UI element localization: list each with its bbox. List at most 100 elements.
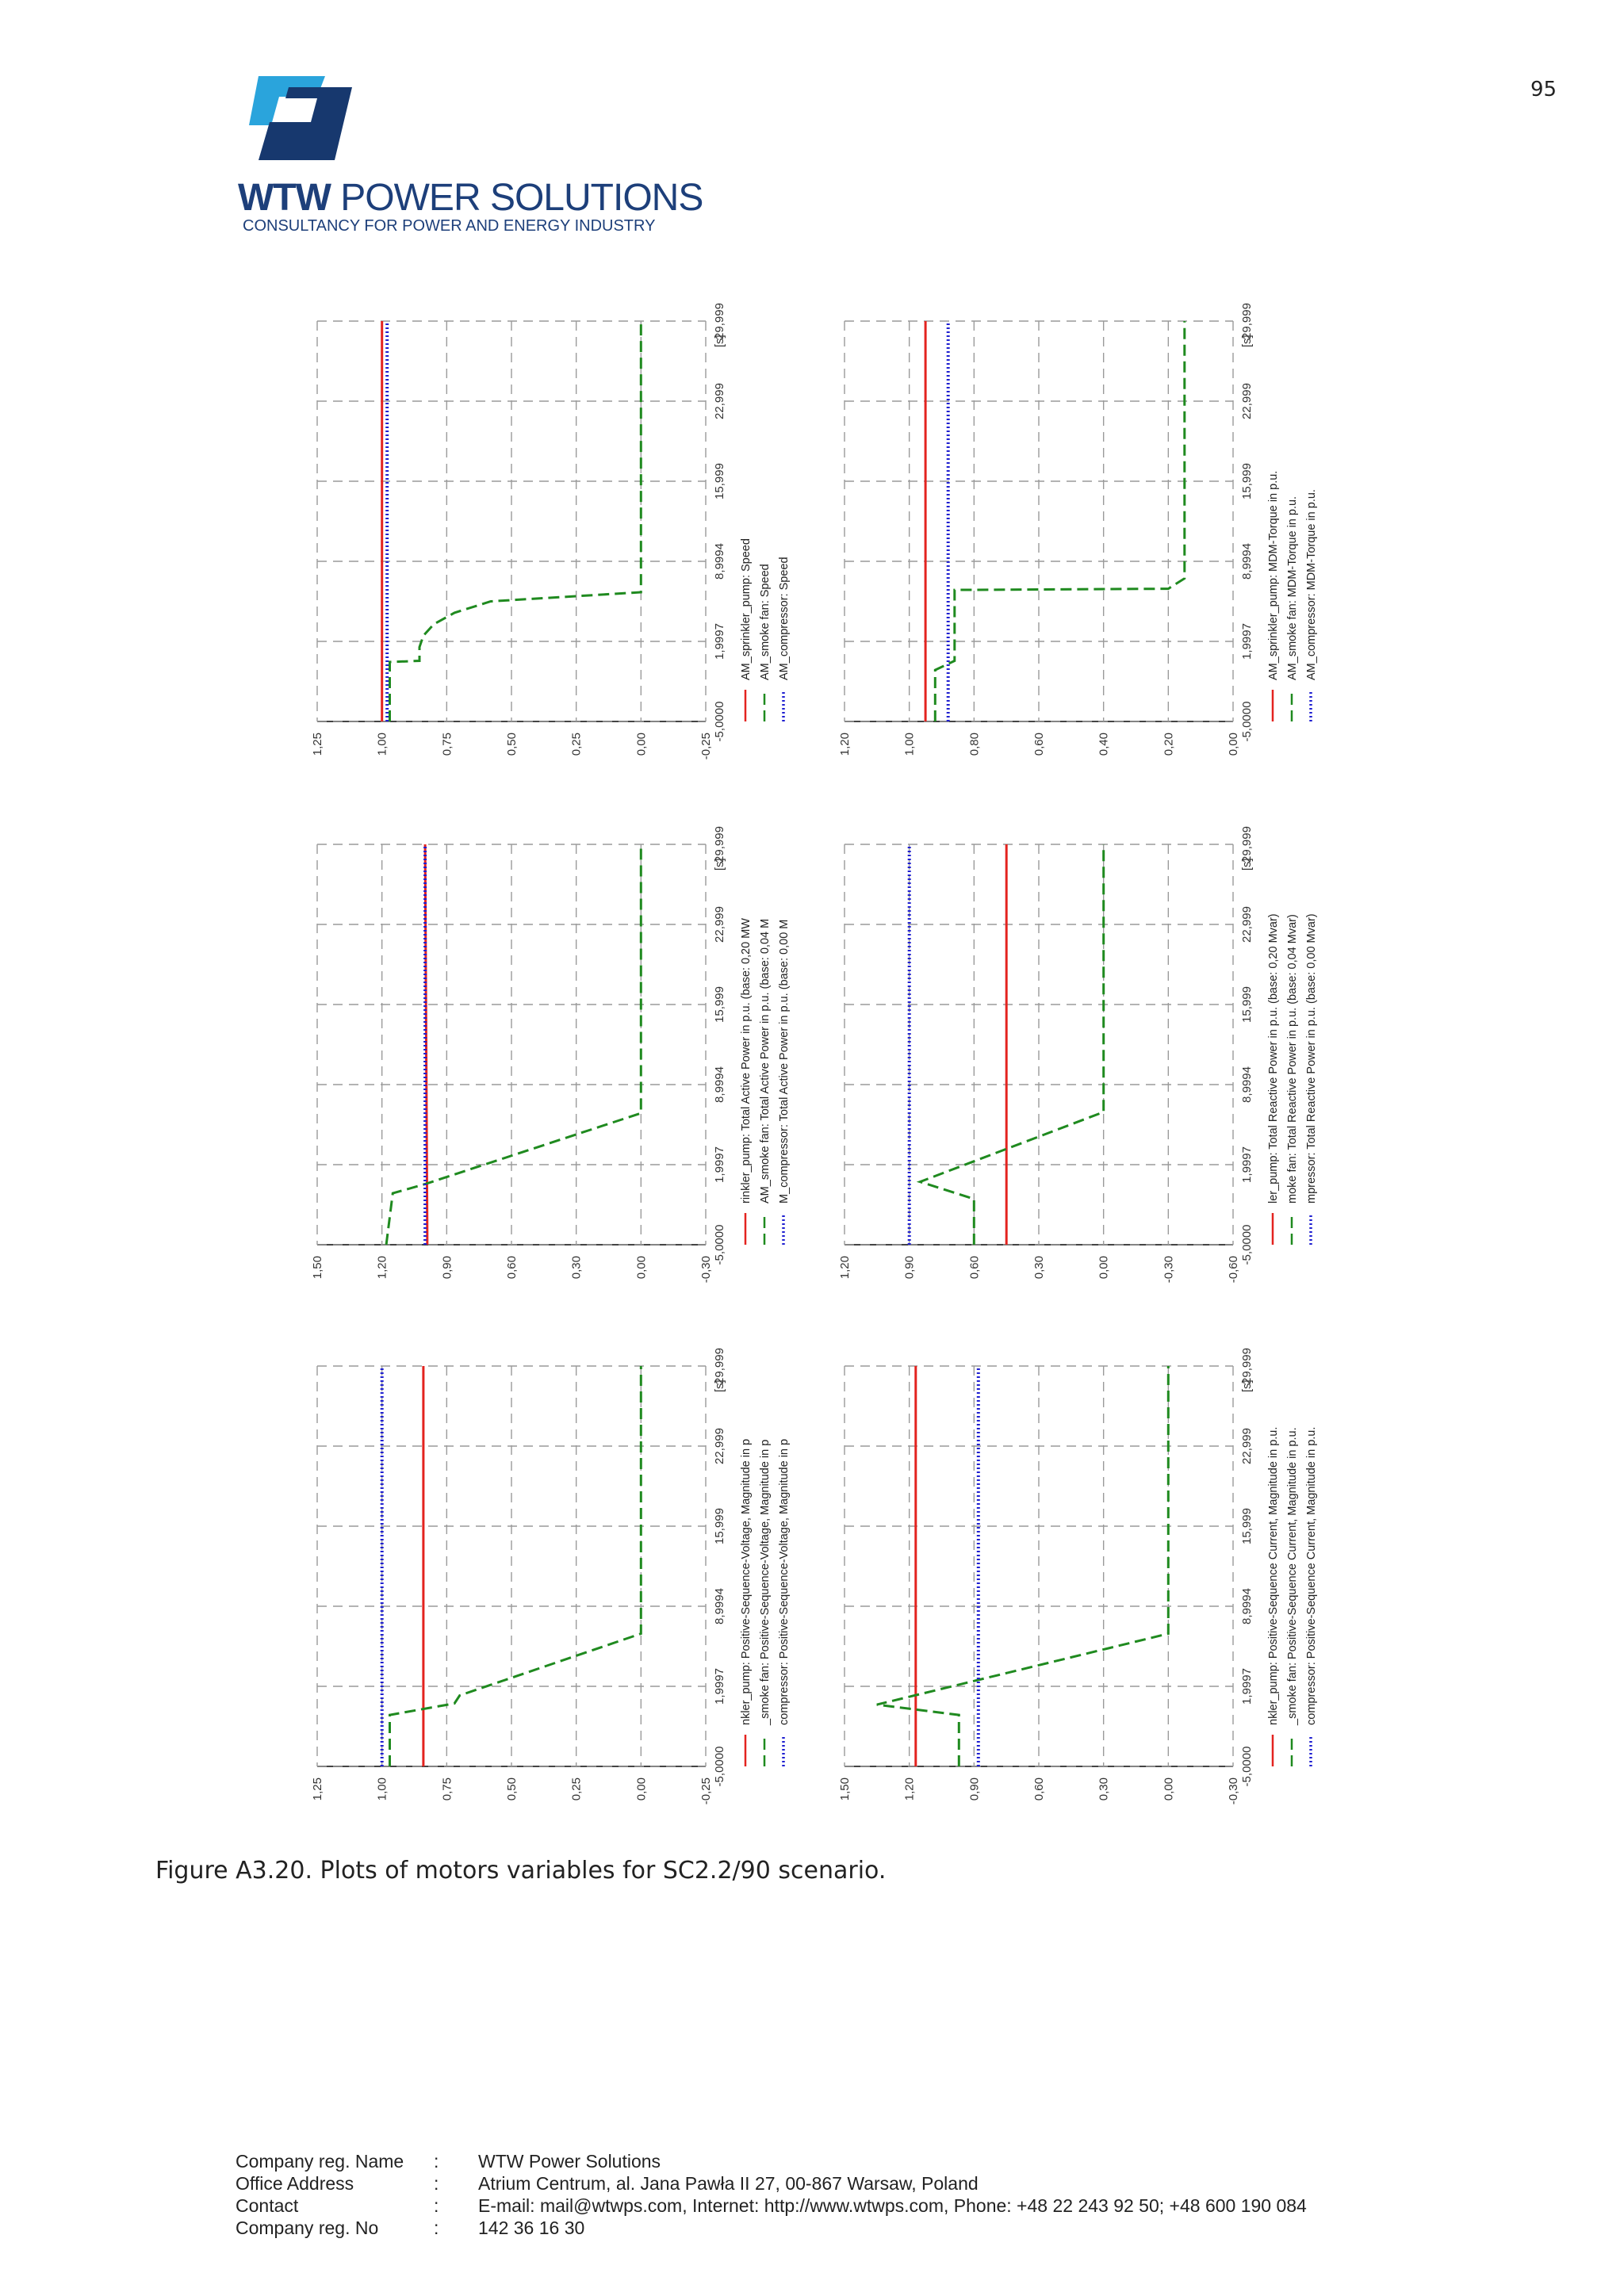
x-tick-label: 29,999 bbox=[1240, 1348, 1254, 1384]
x-tick-label: 29,999 bbox=[713, 303, 726, 339]
y-tick-label: 1,20 bbox=[838, 1256, 852, 1279]
footer-value: WTW Power Solutions bbox=[478, 2151, 661, 2172]
y-tick-label: 0,40 bbox=[1097, 733, 1111, 756]
page-number: 95 bbox=[1530, 78, 1557, 101]
legend-entry: _smoke fan: Positive-Sequence Current, M… bbox=[1286, 1427, 1299, 1726]
series-am-smoke-fan bbox=[876, 1366, 1170, 1766]
x-unit-label: [s] bbox=[1240, 335, 1254, 347]
logo-bold: WTW bbox=[238, 177, 331, 219]
x-tick-label: 29,999 bbox=[713, 1348, 726, 1384]
y-tick-label: 0,00 bbox=[634, 1256, 648, 1279]
chart-4: 1,20 0,90 0,60 0,30 0,00 -0,30 -0,60-5,0000 1,9… bbox=[838, 826, 1318, 1283]
y-tick-label: 0,00 bbox=[634, 1777, 648, 1800]
footer-row: Company reg. Name: WTW Power Solutions bbox=[236, 2150, 1307, 2172]
legend-entry: AM_smoke fan: MDM-Torque in p.u. bbox=[1286, 496, 1299, 680]
y-tick-label: 0,25 bbox=[570, 1777, 584, 1800]
y-tick-label: 0,20 bbox=[1162, 733, 1175, 756]
company-logo bbox=[249, 76, 352, 160]
y-tick-label: 0,80 bbox=[967, 733, 981, 756]
x-tick-label: 29,999 bbox=[1240, 826, 1254, 863]
x-tick-label: 29,999 bbox=[1240, 303, 1254, 339]
y-tick-label: 0,75 bbox=[440, 1777, 454, 1800]
footer-sep: : bbox=[434, 2151, 439, 2172]
footer-row: Company reg. No: 142 36 16 30 bbox=[236, 2217, 1307, 2239]
x-tick-label: -5,0000 bbox=[713, 1225, 726, 1265]
chart-3: 1,50 1,20 0,90 0,60 0,30 0,00 -0,30-5,0000 1,99… bbox=[311, 826, 791, 1283]
y-tick-label: 0,60 bbox=[1032, 1777, 1046, 1800]
y-tick-label: 0,90 bbox=[903, 1256, 917, 1279]
footer-sep: : bbox=[434, 2195, 439, 2216]
y-tick-label: 0,60 bbox=[967, 1256, 981, 1279]
y-tick-label: 0,90 bbox=[967, 1777, 981, 1800]
x-tick-label: 22,999 bbox=[713, 1428, 726, 1464]
footer-value: E-mail: mail@wtwps.com, Internet: http:/… bbox=[478, 2195, 1307, 2216]
x-tick-label: 8,9994 bbox=[1240, 1066, 1254, 1103]
y-tick-label: 0,60 bbox=[1032, 733, 1046, 756]
footer-sep: : bbox=[434, 2218, 439, 2238]
x-tick-label: 22,999 bbox=[1240, 1428, 1254, 1464]
y-tick-label: 1,25 bbox=[311, 733, 324, 756]
x-tick-label: -5,0000 bbox=[1240, 1225, 1254, 1265]
x-tick-label: 1,9997 bbox=[1240, 623, 1254, 660]
legend-entry: AM_compressor: Speed bbox=[778, 557, 791, 680]
x-tick-label: 1,9997 bbox=[713, 1146, 726, 1183]
x-tick-label: -5,0000 bbox=[713, 702, 726, 742]
y-tick-label: 0,00 bbox=[1097, 1256, 1111, 1279]
x-tick-label: 8,9994 bbox=[713, 543, 726, 580]
y-tick-label: -0,30 bbox=[699, 1256, 713, 1283]
x-tick-label: 15,999 bbox=[1240, 1508, 1254, 1544]
x-tick-label: 1,9997 bbox=[713, 623, 726, 660]
footer-row: Office Address: Atrium Centrum, al. Jana … bbox=[236, 2172, 1307, 2195]
footer-sep: : bbox=[434, 2173, 439, 2194]
x-unit-label: [s] bbox=[1240, 1380, 1254, 1392]
footer-label: Company reg. Name bbox=[236, 2151, 404, 2172]
x-tick-label: 22,999 bbox=[713, 383, 726, 419]
series-am-smoke-fan bbox=[916, 844, 1105, 1245]
x-unit-label: [s] bbox=[1240, 858, 1254, 871]
x-tick-label: 22,999 bbox=[713, 906, 726, 943]
x-tick-label: 8,9994 bbox=[713, 1588, 726, 1624]
y-tick-label: -0,25 bbox=[699, 1777, 713, 1804]
x-unit-label: [s] bbox=[713, 335, 726, 347]
legend-entry: _smoke fan: Positive-Sequence-Voltage, M… bbox=[759, 1440, 772, 1726]
x-tick-label: -5,0000 bbox=[1240, 702, 1254, 742]
y-tick-label: 1,20 bbox=[376, 1256, 389, 1279]
x-tick-label: 15,999 bbox=[1240, 463, 1254, 499]
footer-value: Atrium Centrum, al. Jana Pawła II 27, 00… bbox=[478, 2173, 979, 2194]
y-tick-label: 1,50 bbox=[311, 1256, 324, 1279]
x-tick-label: 15,999 bbox=[713, 463, 726, 499]
series-am-smoke-fan bbox=[389, 321, 642, 721]
series-am-smoke-fan bbox=[389, 1366, 642, 1766]
legend-entry: AM_sprinkler_pump: MDM-Torque in p.u. bbox=[1267, 471, 1280, 680]
y-tick-label: 1,50 bbox=[838, 1777, 852, 1800]
legend-entry: rinkler_pump: Total Active Power in p.u.… bbox=[740, 918, 753, 1203]
legend-entry: compressor: Positive-Sequence Current, M… bbox=[1305, 1427, 1318, 1725]
x-tick-label: 29,999 bbox=[713, 826, 726, 863]
legend-entry: compressor: Positive-Sequence-Voltage, M… bbox=[778, 1439, 791, 1725]
legend-entry: ler_pump: Total Reactive Power in p.u. (… bbox=[1267, 913, 1280, 1203]
y-tick-label: 0,00 bbox=[1162, 1777, 1175, 1800]
legend-entry: AM_sprinkler_pump: Speed bbox=[740, 538, 753, 680]
footer-label: Company reg. No bbox=[236, 2218, 379, 2238]
y-tick-label: 1,00 bbox=[376, 733, 389, 756]
figure-caption: Figure A3.20. Plots of motors variables … bbox=[155, 1857, 887, 1885]
y-tick-label: 0,30 bbox=[570, 1256, 584, 1279]
x-unit-label: [s] bbox=[713, 858, 726, 871]
y-tick-label: 1,00 bbox=[903, 733, 917, 756]
y-tick-label: -0,30 bbox=[1227, 1777, 1240, 1804]
chart-1: 1,25 1,00 0,75 0,50 0,25 0,00 -0,25-5,0000 1,99… bbox=[311, 303, 791, 760]
y-tick-label: 0,90 bbox=[440, 1256, 454, 1279]
legend-entry: AM_smoke fan: Total Active Power in p.u.… bbox=[759, 919, 772, 1203]
footer-label: Office Address bbox=[236, 2173, 354, 2194]
x-tick-label: 15,999 bbox=[713, 1508, 726, 1544]
series-am-smoke-fan bbox=[933, 321, 1186, 721]
y-tick-label: 0,50 bbox=[505, 1777, 519, 1800]
x-tick-label: 8,9994 bbox=[1240, 1588, 1254, 1624]
x-tick-label: 22,999 bbox=[1240, 383, 1254, 419]
y-tick-label: -0,25 bbox=[699, 733, 713, 760]
y-tick-label: 1,20 bbox=[903, 1777, 917, 1800]
y-tick-label: 0,60 bbox=[505, 1256, 519, 1279]
y-tick-label: 1,20 bbox=[838, 733, 852, 756]
logo-dark-mark bbox=[259, 87, 352, 160]
logo-light: POWER SOLUTIONS bbox=[330, 177, 703, 219]
